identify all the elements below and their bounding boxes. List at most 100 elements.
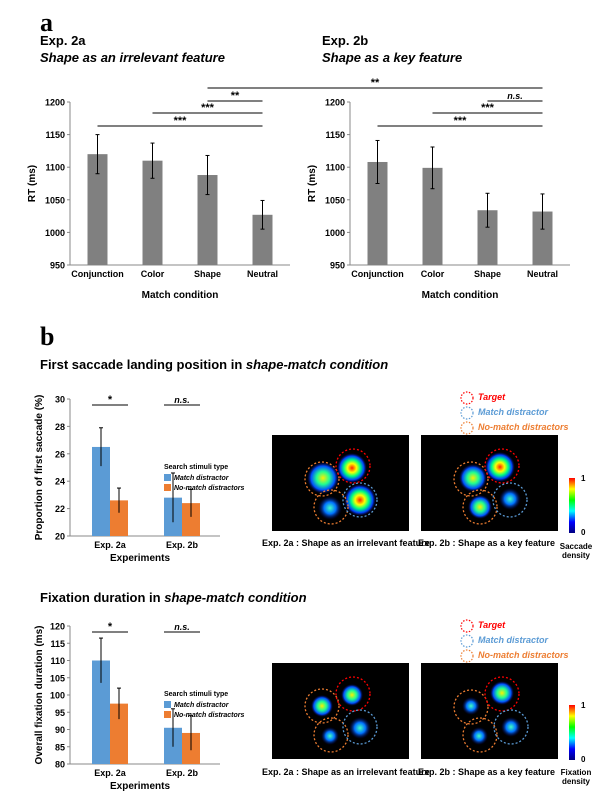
significance-label-b0-0: * [108, 394, 113, 406]
colorbar-max-2: 1 [581, 701, 586, 710]
x-axis-label-b0: Experiments [110, 553, 170, 564]
significance-label-0-1: *** [201, 102, 215, 114]
y-tick-label-b0: 22 [55, 504, 65, 514]
legend-nomatch-label-2: No-match distractors [478, 650, 569, 660]
colorbar-title-saccade: Saccade density [559, 542, 593, 560]
y-axis-label-b1: Overall fixation duration (ms) [34, 626, 45, 765]
bar-b0-1-1 [182, 503, 200, 536]
y-tick-label-b1: 95 [55, 708, 65, 718]
x-tick-label-0-2: Shape [194, 269, 221, 279]
y-axis-label-1: RT (ms) [307, 165, 318, 202]
y-tick-label-1: 1200 [325, 98, 345, 108]
y-tick-label-0: 1100 [45, 163, 65, 173]
bar-1-2 [477, 210, 498, 265]
x-tick-label-0-3: Neutral [247, 269, 278, 279]
x-axis-label-1: Match condition [422, 290, 499, 301]
heatmap-exp2a-fixation [272, 663, 409, 759]
saccade-section-title: First saccade landing position in shape-… [40, 357, 389, 372]
y-tick-label-b1: 80 [55, 760, 65, 770]
heatmap-caption-2a: Exp. 2a : Shape as an irrelevant feature [262, 538, 430, 548]
bar-1-3 [532, 211, 553, 265]
heatmap-exp2b-saccade [421, 435, 558, 531]
heatmap-caption-2b: Exp. 2b : Shape as a key feature [418, 538, 556, 548]
y-tick-label-b1: 100 [50, 691, 65, 701]
bar-1-0 [367, 161, 388, 265]
bar-0-0 [87, 154, 108, 265]
y-tick-label-0: 1200 [45, 98, 65, 108]
y-axis-label-0: RT (ms) [27, 165, 38, 202]
bar-0-3 [252, 214, 273, 265]
legend-title-b0: Search stimuli type [164, 464, 228, 471]
x-tick-label-b0-1: Exp. 2b [166, 540, 199, 550]
legend-swatch-b1-1 [164, 711, 171, 718]
y-tick-label-0: 1000 [45, 228, 65, 238]
bar-b1-0-0 [92, 660, 110, 764]
x-tick-label-1-3: Neutral [527, 269, 558, 279]
bar-1-1 [422, 167, 443, 265]
fixation-section-title: Fixation duration in shape-match conditi… [40, 590, 307, 605]
heatmap-caption-2b-fix: Exp. 2b : Shape as a key feature [418, 767, 556, 777]
y-tick-label-b1: 85 [55, 742, 65, 752]
y-tick-label-b0: 26 [55, 449, 65, 459]
bar-b1-0-1 [110, 703, 128, 764]
y-tick-label-1: 1100 [325, 163, 345, 173]
significance-label-b1-0: * [108, 621, 113, 633]
y-tick-label-0: 1050 [45, 195, 65, 205]
y-tick-label-b0: 24 [55, 477, 65, 487]
y-tick-label-1: 1050 [325, 195, 345, 205]
legend-target-label-2: Target [478, 620, 506, 630]
x-axis-label-b1: Experiments [110, 781, 170, 792]
bar-0-1 [142, 160, 163, 265]
significance-label-b0-1: n.s. [174, 395, 190, 405]
y-tick-label-0: 950 [50, 261, 65, 271]
panel-a-letter: a [40, 8, 53, 37]
y-tick-label-b0: 28 [55, 422, 65, 432]
x-axis-label-0: Match condition [142, 290, 219, 301]
colorbar-min-2: 0 [581, 755, 586, 764]
significance-label-1-1: *** [481, 102, 495, 114]
y-tick-label-1: 1000 [325, 228, 345, 238]
heatmap-exp2b-fixation [421, 663, 558, 759]
bar-b0-0-1 [110, 500, 128, 536]
y-tick-label-b1: 120 [50, 622, 65, 632]
cross-significance-label: ** [371, 77, 380, 89]
heatmap-exp2a-saccade [272, 435, 409, 531]
heatmap-caption-2a-fix: Exp. 2a : Shape as an irrelevant feature [262, 767, 430, 777]
significance-label-1-0: *** [454, 115, 468, 127]
y-tick-label-1: 1150 [325, 130, 345, 140]
x-tick-label-b0-0: Exp. 2a [94, 540, 127, 550]
legend-target-label: Target [478, 392, 506, 402]
legend-nomatch-label: No-match distractors [478, 422, 569, 432]
x-tick-label-b1-1: Exp. 2b [166, 768, 199, 778]
colorbar-max: 1 [581, 474, 586, 483]
panel-b-letter: b [40, 322, 55, 351]
bar-0-2 [197, 175, 218, 265]
y-tick-label-b1: 90 [55, 725, 65, 735]
significance-label-0-0: *** [174, 115, 188, 127]
legend-swatch-b0-0 [164, 474, 171, 481]
legend-swatch-b1-0 [164, 701, 171, 708]
y-tick-label-b1: 110 [50, 656, 65, 666]
y-tick-label-1: 950 [330, 261, 345, 271]
colorbar-title-fixation: Fixation density [560, 768, 592, 786]
y-tick-label-0: 1150 [45, 130, 65, 140]
y-tick-label-b1: 115 [50, 639, 65, 649]
exp2a-title: Exp. 2a [40, 33, 86, 48]
y-axis-label-b0: Proportion of first saccade (%) [34, 395, 45, 541]
legend-label-b0-1: No-match distractors [174, 485, 245, 492]
y-tick-label-b0: 30 [55, 395, 65, 405]
legend-label-b1-0: Match distractor [174, 702, 230, 709]
legend-swatch-b0-1 [164, 484, 171, 491]
x-tick-label-b1-0: Exp. 2a [94, 768, 127, 778]
legend-match-label-2: Match distractor [478, 635, 549, 645]
legend-label-b1-1: No-match distractors [174, 712, 245, 719]
x-tick-label-1-0: Conjunction [351, 269, 404, 279]
bar-b0-0-0 [92, 446, 110, 536]
exp2b-title: Exp. 2b [322, 33, 369, 48]
legend-label-b0-0: Match distractor [174, 475, 230, 482]
x-tick-label-0-1: Color [141, 269, 165, 279]
legend-title-b1: Search stimuli type [164, 691, 228, 698]
legend-match-label: Match distractor [478, 407, 549, 417]
colorbar-min: 0 [581, 528, 586, 537]
significance-label-0-2: ** [231, 90, 240, 102]
